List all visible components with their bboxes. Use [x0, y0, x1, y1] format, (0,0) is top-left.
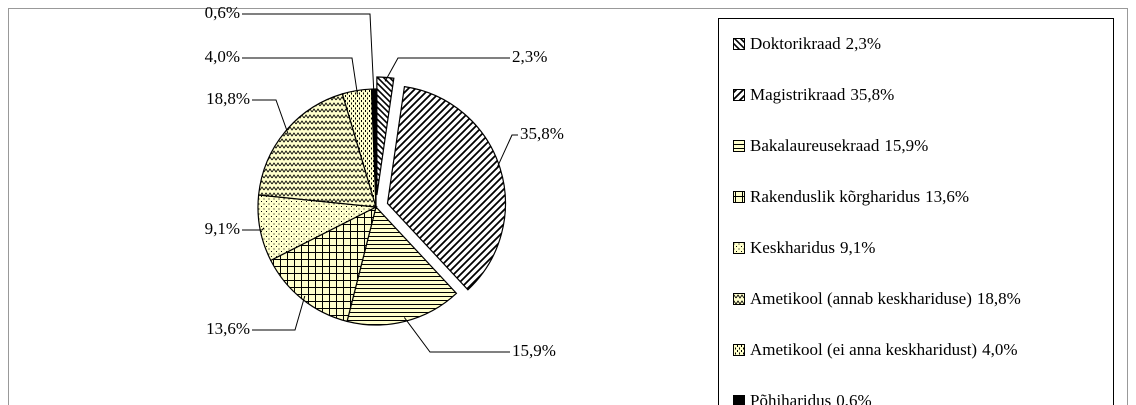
data-label: 35,8% — [520, 124, 564, 143]
pie-slice — [269, 205, 377, 323]
legend-value: 0,6% — [836, 391, 871, 405]
leader-line — [242, 13, 375, 94]
pie-slice — [386, 85, 507, 291]
legend-swatch — [733, 140, 745, 152]
legend-value: 18,8% — [977, 289, 1021, 308]
legend-swatch — [733, 38, 745, 50]
legend-label: Põhiharidus 0,6% — [750, 391, 872, 405]
leader-line — [403, 317, 510, 353]
legend-label: Ametikool (annab keskhariduse) 18,8% — [750, 289, 1021, 308]
pie-slice — [346, 205, 458, 326]
leader-line — [495, 134, 518, 170]
legend-swatch — [733, 293, 745, 305]
legend-value: 13,6% — [925, 187, 969, 206]
legend-value: 9,1% — [840, 238, 875, 257]
legend-label: Doktorikraad 2,3% — [750, 34, 881, 53]
legend-box — [718, 18, 1114, 405]
data-label: 0,6% — [205, 3, 240, 22]
legend-swatch — [733, 89, 745, 101]
data-label: 15,9% — [512, 341, 556, 360]
legend-name: Magistrikraad — [750, 85, 846, 104]
legend-label: Keskharidus 9,1% — [750, 238, 875, 257]
legend-label: Magistrikraad 35,8% — [750, 85, 894, 104]
legend-name: Ametikool (annab keskhariduse) — [750, 289, 972, 308]
legend-swatch — [733, 395, 745, 405]
pie-slice — [376, 76, 395, 196]
data-label: 9,1% — [205, 219, 240, 238]
legend-swatch — [733, 242, 745, 254]
legend-label: Ametikool (ei anna keskharidust) 4,0% — [750, 340, 1018, 359]
leader-line — [242, 227, 265, 231]
legend-value: 15,9% — [884, 136, 928, 155]
leader-line — [252, 99, 289, 135]
legend-value: 35,8% — [850, 85, 894, 104]
data-label: 2,3% — [512, 47, 547, 66]
legend-name: Ametikool (ei anna keskharidust) — [750, 340, 977, 359]
data-label: 13,6% — [206, 319, 250, 338]
legend-name: Rakenduslik kõrgharidus — [750, 187, 920, 206]
legend-name: Põhiharidus — [750, 391, 831, 405]
legend-swatch — [733, 191, 745, 203]
legend-name: Keskharidus — [750, 238, 835, 257]
leader-line — [384, 57, 510, 82]
chart-frame — [8, 8, 1128, 405]
data-label: 18,8% — [206, 89, 250, 108]
legend-swatch — [733, 344, 745, 356]
legend-label: Bakalaureusekraad 15,9% — [750, 136, 928, 155]
legend-value: 2,3% — [846, 34, 881, 53]
legend-value: 4,0% — [982, 340, 1017, 359]
legend-label: Rakenduslik kõrgharidus 13,6% — [750, 187, 969, 206]
legend-name: Doktorikraad — [750, 34, 841, 53]
legend-name: Bakalaureusekraad — [750, 136, 880, 155]
leader-line — [242, 57, 358, 95]
pie-slice — [257, 93, 377, 208]
data-label: 4,0% — [205, 47, 240, 66]
leader-line — [252, 295, 306, 331]
